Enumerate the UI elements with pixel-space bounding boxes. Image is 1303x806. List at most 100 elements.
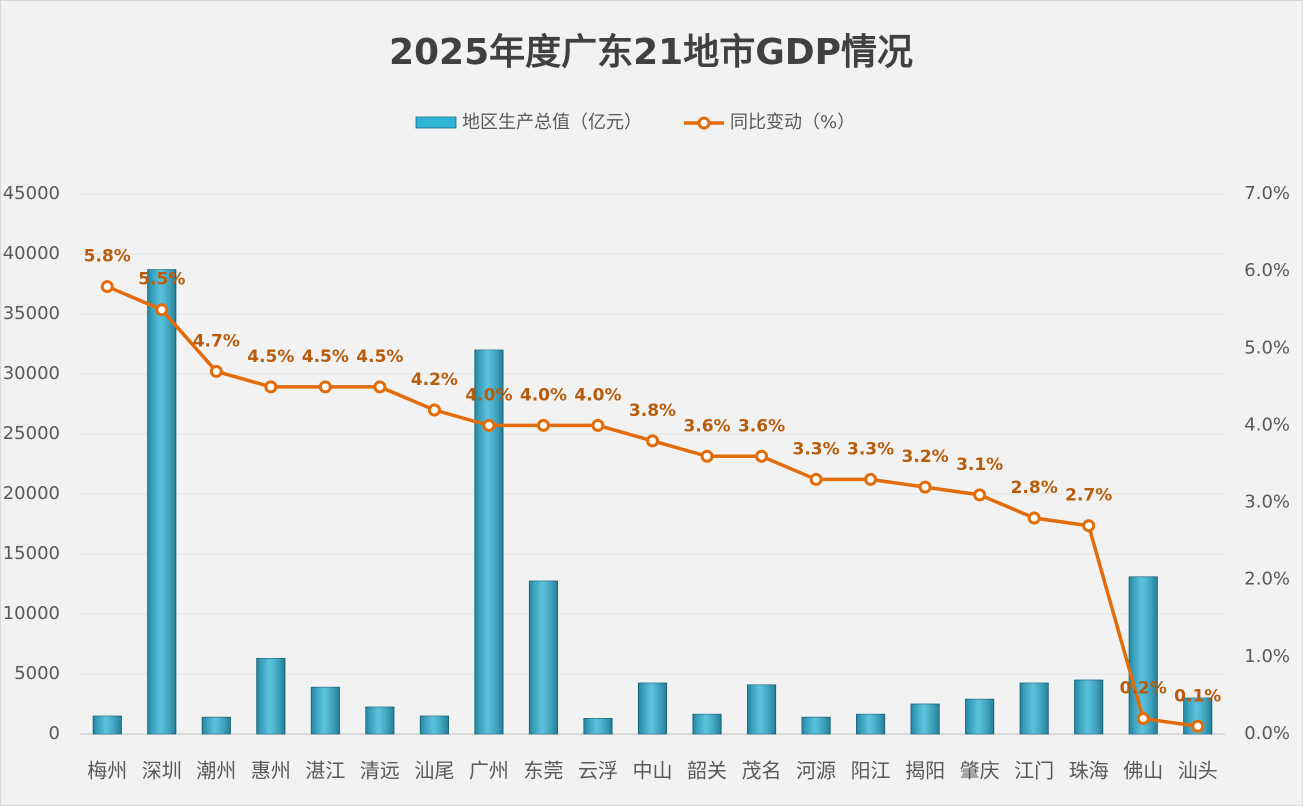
x-tick-label: 肇庆 bbox=[960, 759, 1000, 783]
line-point bbox=[482, 418, 496, 432]
data-label: 2.7% bbox=[1065, 486, 1112, 506]
bar-shade bbox=[256, 658, 286, 734]
bar-shade bbox=[856, 714, 885, 734]
y-tick-label: 25000 bbox=[3, 423, 60, 444]
bar-group bbox=[1074, 679, 1104, 735]
bar-group bbox=[1128, 576, 1158, 735]
bar-shade bbox=[1019, 683, 1049, 734]
bar-group bbox=[1019, 682, 1049, 735]
x-tick-label: 中山 bbox=[633, 759, 673, 783]
line-point bbox=[209, 364, 223, 378]
y2-tick-label: 3.0% bbox=[1244, 492, 1290, 513]
bar-group bbox=[583, 718, 613, 735]
bar-shade bbox=[583, 718, 613, 734]
x-tick-label: 广州 bbox=[469, 759, 509, 783]
y-tick-label: 30000 bbox=[3, 363, 60, 384]
bar-group bbox=[419, 715, 449, 735]
line-point bbox=[1191, 719, 1205, 733]
data-label: 3.6% bbox=[738, 416, 785, 436]
x-tick-label: 惠州 bbox=[251, 759, 291, 783]
data-label: 4.5% bbox=[302, 347, 349, 367]
line-point bbox=[1136, 712, 1150, 726]
x-tick-label: 清远 bbox=[360, 759, 400, 783]
data-label: 4.0% bbox=[465, 385, 512, 405]
bar-group bbox=[201, 716, 231, 735]
y2-tick-label: 2.0% bbox=[1244, 569, 1290, 590]
x-tick-label: 汕尾 bbox=[414, 759, 454, 783]
x-tick-label: 佛山 bbox=[1123, 759, 1163, 783]
legend-swatch bbox=[415, 116, 457, 129]
data-label: 5.8% bbox=[84, 247, 131, 267]
bar-group bbox=[692, 713, 722, 735]
data-label: 3.3% bbox=[792, 439, 839, 459]
x-tick-label: 阳江 bbox=[851, 759, 891, 783]
bar-group bbox=[801, 716, 831, 735]
bar-group bbox=[746, 684, 777, 735]
x-tick-label: 茂名 bbox=[742, 759, 782, 783]
data-label: 3.8% bbox=[629, 401, 676, 421]
y2-tick-label: 7.0% bbox=[1244, 183, 1290, 204]
data-label: 5.5% bbox=[138, 270, 185, 290]
line-point bbox=[155, 303, 169, 317]
x-tick-label: 河源 bbox=[796, 759, 836, 783]
x-tick-label: 珠海 bbox=[1069, 759, 1109, 783]
line-point bbox=[973, 488, 987, 502]
line-point bbox=[700, 449, 714, 463]
x-tick-label: 湛江 bbox=[305, 759, 345, 783]
y-tick-label: 40000 bbox=[3, 243, 60, 264]
data-label: 3.2% bbox=[902, 447, 949, 467]
data-label: 3.6% bbox=[683, 416, 730, 436]
y2-tick-label: 5.0% bbox=[1244, 337, 1290, 358]
bar-shade bbox=[474, 350, 504, 734]
bar-shade bbox=[692, 714, 722, 734]
line-point bbox=[1082, 519, 1096, 533]
line-point bbox=[427, 403, 441, 417]
data-label: 4.0% bbox=[574, 385, 621, 405]
x-tick-label: 江门 bbox=[1014, 759, 1054, 783]
y-tick-label: 35000 bbox=[3, 303, 60, 324]
bar-group bbox=[637, 682, 668, 735]
bar-group bbox=[528, 580, 559, 735]
y-tick-label: 5000 bbox=[14, 663, 60, 684]
line-point bbox=[864, 472, 878, 486]
bar-shade bbox=[638, 683, 667, 734]
x-tick-label: 韶关 bbox=[687, 759, 727, 783]
y2-tick-label: 4.0% bbox=[1244, 414, 1290, 435]
bar-shade bbox=[801, 717, 831, 734]
x-tick-label: 潮州 bbox=[196, 759, 236, 783]
line-point bbox=[373, 380, 387, 394]
data-label: 3.3% bbox=[847, 439, 894, 459]
bar-shade bbox=[747, 684, 776, 734]
bar-shade bbox=[311, 687, 340, 734]
x-tick-label: 梅州 bbox=[87, 759, 127, 783]
data-label: 0.1% bbox=[1174, 686, 1221, 706]
bar-shade bbox=[1074, 680, 1103, 734]
y-tick-label: 15000 bbox=[3, 543, 60, 564]
line-point bbox=[536, 418, 550, 432]
data-label: 4.5% bbox=[247, 347, 294, 367]
bar-shade bbox=[420, 716, 449, 734]
x-tick-label: 东莞 bbox=[523, 759, 563, 783]
line-point bbox=[264, 380, 278, 394]
bar-group bbox=[256, 658, 286, 735]
chart-title: 2025年度广东21地市GDP情况 bbox=[389, 32, 913, 73]
bar-group bbox=[92, 715, 122, 735]
data-label: 4.2% bbox=[411, 370, 458, 390]
line-point bbox=[755, 449, 769, 463]
line-point bbox=[809, 472, 823, 486]
bar-group bbox=[310, 686, 340, 735]
bar-shade bbox=[147, 269, 176, 734]
y-tick-label: 20000 bbox=[3, 483, 60, 504]
data-label: 4.7% bbox=[193, 331, 240, 351]
legend-swatch-point bbox=[697, 116, 711, 130]
bar-shade bbox=[202, 717, 231, 734]
bar-group bbox=[147, 269, 177, 735]
bar-shade bbox=[910, 704, 940, 734]
bar-group bbox=[474, 349, 504, 735]
legend-label: 同比变动（%） bbox=[730, 112, 855, 133]
data-label: 2.8% bbox=[1011, 478, 1058, 498]
line-point bbox=[591, 418, 605, 432]
y-tick-label: 10000 bbox=[3, 603, 60, 624]
